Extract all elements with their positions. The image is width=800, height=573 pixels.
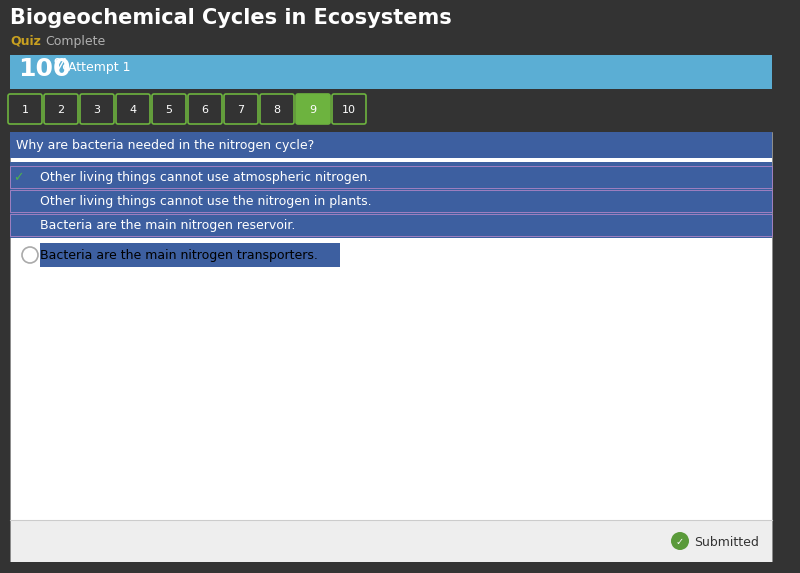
Text: Why are bacteria needed in the nitrogen cycle?: Why are bacteria needed in the nitrogen … xyxy=(16,139,314,152)
FancyBboxPatch shape xyxy=(260,94,294,124)
Circle shape xyxy=(22,247,38,263)
Text: 1: 1 xyxy=(22,105,29,115)
Text: Other living things cannot use the nitrogen in plants.: Other living things cannot use the nitro… xyxy=(40,195,372,209)
Circle shape xyxy=(671,532,689,550)
FancyBboxPatch shape xyxy=(10,132,772,520)
Text: ✓: ✓ xyxy=(13,171,23,185)
FancyBboxPatch shape xyxy=(10,162,772,238)
FancyBboxPatch shape xyxy=(0,562,800,573)
FancyBboxPatch shape xyxy=(10,520,772,562)
Text: ✓: ✓ xyxy=(676,537,684,547)
Text: Attempt 1: Attempt 1 xyxy=(68,61,130,74)
FancyBboxPatch shape xyxy=(10,132,772,158)
FancyBboxPatch shape xyxy=(44,94,78,124)
FancyBboxPatch shape xyxy=(188,94,222,124)
FancyBboxPatch shape xyxy=(152,94,186,124)
FancyBboxPatch shape xyxy=(0,0,800,55)
Text: Quiz: Quiz xyxy=(10,35,41,48)
Text: 8: 8 xyxy=(274,105,281,115)
FancyBboxPatch shape xyxy=(80,94,114,124)
Text: 2: 2 xyxy=(58,105,65,115)
Text: Biogeochemical Cycles in Ecosystems: Biogeochemical Cycles in Ecosystems xyxy=(10,8,452,28)
FancyBboxPatch shape xyxy=(296,94,330,124)
Text: 10: 10 xyxy=(342,105,356,115)
Text: Other living things cannot use atmospheric nitrogen.: Other living things cannot use atmospher… xyxy=(40,171,371,185)
Text: Bacteria are the main nitrogen reservoir.: Bacteria are the main nitrogen reservoir… xyxy=(40,219,295,233)
Text: 6: 6 xyxy=(202,105,209,115)
Text: %: % xyxy=(54,58,70,73)
Text: Bacteria are the main nitrogen transporters.: Bacteria are the main nitrogen transport… xyxy=(40,249,318,262)
Text: 5: 5 xyxy=(166,105,173,115)
Text: Submitted: Submitted xyxy=(694,536,759,548)
FancyBboxPatch shape xyxy=(10,55,772,89)
Text: 9: 9 xyxy=(310,105,317,115)
FancyBboxPatch shape xyxy=(224,94,258,124)
Text: 100: 100 xyxy=(18,57,70,81)
FancyBboxPatch shape xyxy=(116,94,150,124)
FancyBboxPatch shape xyxy=(332,94,366,124)
Text: 3: 3 xyxy=(94,105,101,115)
FancyBboxPatch shape xyxy=(8,94,42,124)
Text: Complete: Complete xyxy=(45,35,106,48)
Text: 7: 7 xyxy=(238,105,245,115)
Text: 4: 4 xyxy=(130,105,137,115)
FancyBboxPatch shape xyxy=(40,243,340,267)
